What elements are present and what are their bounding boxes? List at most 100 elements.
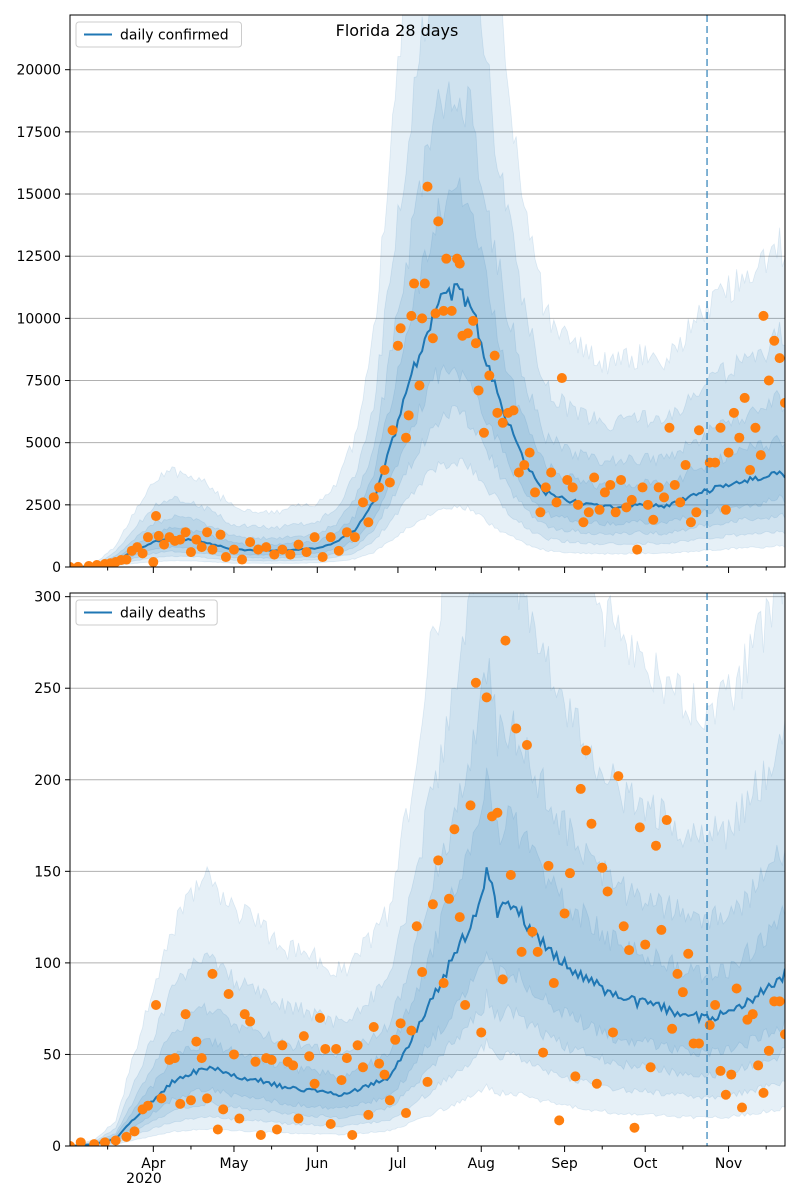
data-point: [384, 477, 395, 488]
data-point: [750, 422, 761, 433]
data-point: [202, 1093, 213, 1104]
data-point: [683, 948, 694, 959]
data-point: [298, 1031, 309, 1042]
data-point: [336, 1075, 347, 1086]
data-point: [581, 745, 592, 756]
y-tick-label: 200: [34, 773, 61, 789]
data-point: [454, 912, 465, 923]
data-point: [745, 465, 756, 476]
data-point: [645, 1062, 656, 1073]
data-point: [347, 1130, 358, 1141]
data-point: [409, 278, 420, 289]
center-line: [70, 867, 785, 1146]
data-point: [304, 1051, 315, 1062]
data-point: [626, 494, 637, 505]
data-point: [153, 530, 164, 541]
x-tick-label: Jun: [305, 1156, 328, 1172]
data-point: [151, 1000, 162, 1011]
data-point: [669, 479, 680, 490]
data-point: [720, 1089, 731, 1100]
data-point: [374, 482, 385, 493]
data-point: [532, 946, 543, 957]
data-point: [659, 492, 670, 503]
data-point: [220, 552, 231, 563]
data-point: [449, 824, 460, 835]
data-point: [728, 407, 739, 418]
data-point: [148, 557, 159, 567]
data-point: [427, 333, 438, 344]
data-point: [726, 1069, 737, 1080]
data-point: [191, 1036, 202, 1047]
y-tick-label: 0: [52, 560, 61, 576]
data-point: [589, 472, 600, 483]
data-point: [519, 460, 530, 471]
data-point: [680, 460, 691, 471]
data-point: [196, 1053, 207, 1064]
data-point: [642, 499, 653, 510]
data-point: [317, 552, 328, 563]
axes-frame: [69, 592, 786, 1147]
legend-box: [75, 599, 218, 626]
data-point: [417, 967, 428, 978]
data-point: [379, 465, 390, 476]
data-point: [538, 1047, 549, 1058]
x-tick-label: Aug: [468, 1156, 495, 1172]
data-point: [597, 862, 608, 873]
data-point: [403, 410, 414, 421]
data-point: [575, 783, 586, 794]
y-tick-label: 7500: [25, 374, 61, 390]
data-point: [387, 425, 398, 436]
data-point: [406, 310, 417, 321]
x-tick-label: Sep: [551, 1156, 578, 1172]
data-point: [653, 482, 664, 493]
y-tick-label: 100: [34, 956, 61, 972]
data-point: [400, 1108, 411, 1119]
data-point: [266, 1054, 277, 1065]
data-point: [462, 328, 473, 339]
data-point: [763, 375, 774, 386]
data-point: [269, 549, 280, 560]
data-point: [476, 1027, 487, 1038]
x-tick-label: Jul: [388, 1156, 406, 1172]
data-point: [121, 1131, 132, 1142]
data-point: [196, 542, 207, 553]
data-point: [530, 487, 541, 498]
data-point: [245, 1016, 256, 1027]
data-point: [223, 989, 234, 1000]
data-point: [591, 1078, 602, 1089]
data-point: [473, 385, 484, 396]
data-point: [586, 818, 597, 829]
data-point: [753, 1060, 764, 1071]
data-point: [548, 978, 559, 989]
data-point: [704, 1020, 715, 1031]
data-point: [129, 1126, 140, 1137]
data-point: [594, 504, 605, 515]
band-2: [70, 81, 785, 567]
data-point: [288, 1060, 299, 1071]
data-point: [570, 1071, 581, 1082]
data-point: [562, 474, 573, 485]
data-point: [693, 1038, 704, 1049]
data-point: [460, 1000, 471, 1011]
data-point: [610, 507, 621, 518]
data-point: [277, 544, 288, 555]
x-tick-label: May: [219, 1156, 248, 1172]
data-point: [634, 822, 645, 833]
data-point: [395, 323, 406, 334]
data-point: [277, 1040, 288, 1051]
data-point: [489, 350, 500, 361]
data-point: [492, 807, 503, 818]
band-0: [70, 593, 785, 1146]
data-point: [629, 1122, 640, 1133]
y-tick-label: 20000: [16, 63, 61, 79]
data-point: [191, 534, 202, 545]
data-point: [621, 502, 632, 513]
data-point: [239, 1009, 250, 1020]
data-point: [384, 1095, 395, 1106]
data-point: [508, 405, 519, 416]
data-point: [511, 723, 522, 734]
data-point: [637, 482, 648, 493]
data-point: [390, 1034, 401, 1045]
data-point: [573, 499, 584, 510]
data-point: [202, 527, 213, 538]
